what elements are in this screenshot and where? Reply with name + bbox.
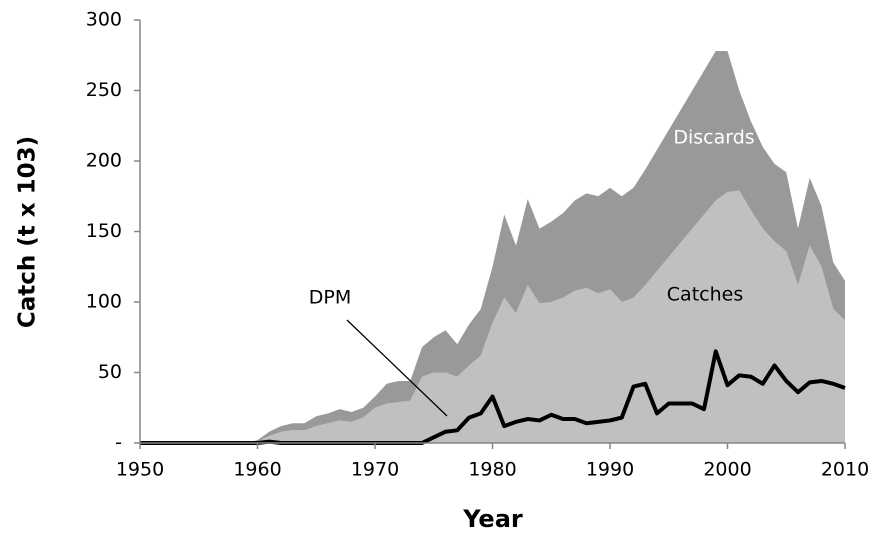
area (140, 51, 845, 444)
annotation: Catches (667, 284, 743, 306)
x-tick-label: 1990 (586, 459, 634, 481)
y-tick-label: - (115, 432, 122, 454)
y-tick-label: 50 (98, 361, 122, 383)
y-tick-label: 250 (86, 79, 122, 101)
x-tick-label: 1960 (233, 459, 281, 481)
x-tick-label: 2000 (703, 459, 751, 481)
x-tick-label: 1950 (116, 459, 164, 481)
y-tick-label: 150 (86, 220, 122, 242)
x-tick-label: 2010 (821, 459, 869, 481)
y-tick-label: 300 (86, 9, 122, 31)
leader-line (346, 319, 448, 417)
area (140, 190, 845, 443)
y-axis-title: Catch (t x 103) (15, 136, 41, 328)
y-tick-label: 200 (86, 150, 122, 172)
x-axis-title: Year (462, 505, 523, 533)
x-tick-label: 1980 (468, 459, 516, 481)
annotation: Discards (673, 127, 754, 149)
annotation: DPM (309, 287, 351, 309)
y-tick-label: 100 (86, 291, 122, 313)
x-tick-label: 1970 (351, 459, 399, 481)
